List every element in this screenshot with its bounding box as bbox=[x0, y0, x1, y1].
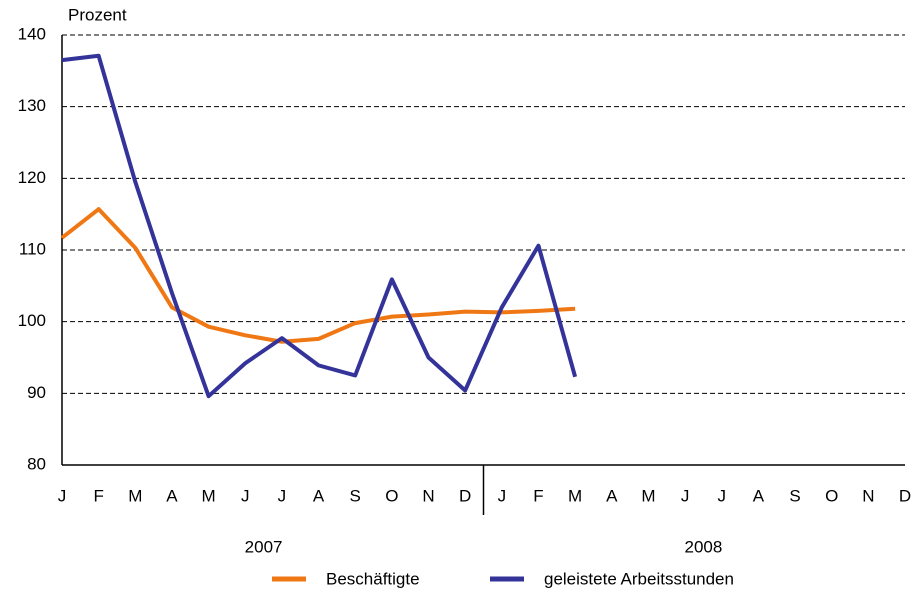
x-tick-label: J bbox=[717, 486, 726, 505]
x-tick-label: A bbox=[313, 486, 325, 505]
x-tick-label: D bbox=[899, 486, 911, 505]
x-tick-label: A bbox=[166, 486, 178, 505]
x-tick-label: M bbox=[128, 486, 142, 505]
x-tick-label: A bbox=[753, 486, 765, 505]
y-tick-label: 100 bbox=[18, 311, 46, 330]
x-tick-label: J bbox=[681, 486, 690, 505]
x-tick-label: N bbox=[422, 486, 434, 505]
x-tick-label: M bbox=[202, 486, 216, 505]
y-tick-label: 120 bbox=[18, 168, 46, 187]
x-tick-label: J bbox=[58, 486, 67, 505]
series-line bbox=[60, 207, 576, 344]
x-tick-label: F bbox=[533, 486, 543, 505]
x-tick-label: O bbox=[385, 486, 398, 505]
x-tick-label: O bbox=[825, 486, 838, 505]
x-tick-label: J bbox=[498, 486, 507, 505]
x-tick-label: N bbox=[862, 486, 874, 505]
y-tick-label: 80 bbox=[27, 454, 46, 473]
y-tick-label: 140 bbox=[18, 24, 46, 43]
x-tick-label: A bbox=[606, 486, 618, 505]
x-tick-label: F bbox=[93, 486, 103, 505]
legend-label: geleistete Arbeitsstunden bbox=[544, 569, 734, 588]
x-tick-label: J bbox=[241, 486, 250, 505]
series-line bbox=[61, 53, 578, 399]
x-tick-label: J bbox=[278, 486, 287, 505]
x-tick-label: S bbox=[789, 486, 800, 505]
x-tick-label: M bbox=[568, 486, 582, 505]
y-axis-label: Prozent bbox=[68, 5, 127, 24]
x-tick-label: M bbox=[641, 486, 655, 505]
year-label: 2007 bbox=[245, 537, 283, 556]
y-tick-label: 110 bbox=[19, 239, 46, 258]
y-tick-label: 90 bbox=[27, 383, 46, 402]
legend-label: Beschäftigte bbox=[326, 569, 420, 588]
x-tick-label: D bbox=[459, 486, 471, 505]
year-label: 2008 bbox=[684, 537, 722, 556]
x-tick-label: S bbox=[350, 486, 361, 505]
y-tick-label: 130 bbox=[18, 96, 46, 115]
